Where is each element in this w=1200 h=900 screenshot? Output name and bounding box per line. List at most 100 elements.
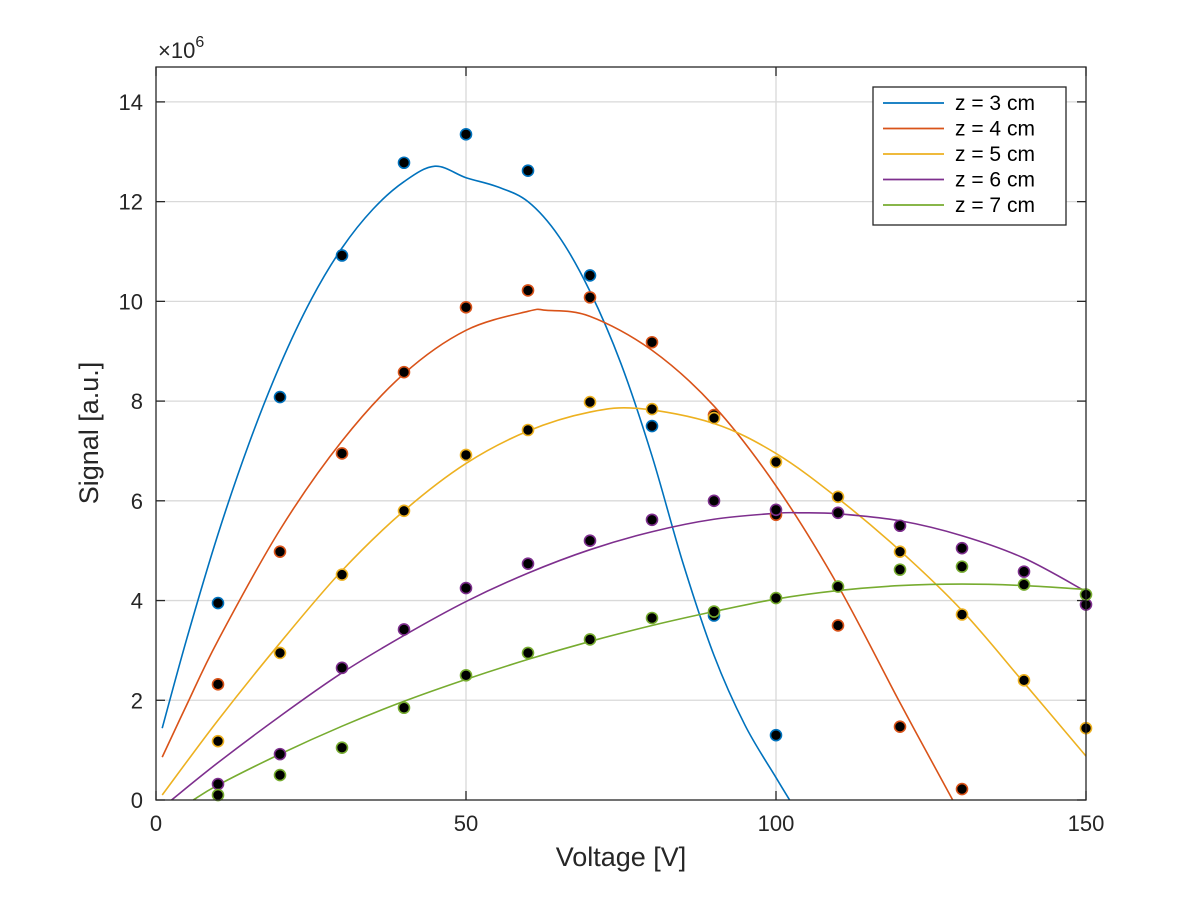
- legend-box: [872, 86, 1067, 226]
- series-1-points: [211, 128, 783, 742]
- x-tick-label: 0: [150, 811, 162, 836]
- data-point: [955, 541, 969, 555]
- data-point: [335, 447, 349, 460]
- legend-items: z = 3 cm z = 4 cmz = 5 cm z = 6 cmz = 7 cm: [883, 92, 1035, 217]
- y-axis-label: Signal [a.u.]: [74, 362, 104, 505]
- data-point: [273, 646, 287, 660]
- data-point: [769, 503, 783, 517]
- data-point: [521, 164, 535, 178]
- data-point: [397, 701, 411, 715]
- data-point: [831, 490, 845, 504]
- legend: z = 3 cm z = 4 cmz = 5 cm z = 6 cmz = 7 cm: [872, 86, 1067, 226]
- fit-line: [170, 511, 1087, 801]
- data-point: [645, 611, 659, 625]
- data-point: [273, 747, 287, 761]
- data-point: [335, 661, 349, 675]
- data-point: [583, 534, 597, 548]
- x-tick-label: 150: [1068, 811, 1105, 836]
- data-point: [397, 156, 411, 170]
- data-point: [459, 128, 473, 141]
- x-axis-label: Voltage [V]: [556, 842, 687, 872]
- data-point: [273, 390, 287, 404]
- data-point: [955, 782, 969, 796]
- data-point: [1017, 565, 1031, 578]
- series-4-points: [211, 494, 1093, 791]
- y-multiplier: ×106: [158, 34, 204, 63]
- data-point: [583, 633, 597, 646]
- data-point: [831, 506, 845, 520]
- data-point: [893, 720, 907, 734]
- data-point: [211, 596, 225, 610]
- data-point: [1017, 578, 1031, 591]
- y-tick-label: 2: [131, 688, 143, 713]
- ticks: [155, 67, 1087, 801]
- fit-line: [161, 308, 954, 801]
- data-point: [459, 669, 473, 682]
- tick-labels: 0 50 100 150 0 2 4 6 8 10 12 14: [119, 90, 1105, 836]
- data-point: [459, 581, 473, 595]
- legend-label: z = 3 cm: [955, 92, 1035, 115]
- y-tick-label: 8: [131, 389, 143, 414]
- data-point: [521, 284, 535, 297]
- series-3: [161, 406, 1087, 796]
- data-point: [1017, 674, 1031, 687]
- fit-line: [161, 406, 1087, 796]
- data-point: [211, 734, 225, 748]
- fit-line: [192, 583, 1087, 801]
- data-point: [397, 504, 411, 518]
- y-tick-label: 12: [119, 190, 143, 215]
- data-point: [831, 580, 845, 593]
- data-point: [645, 335, 659, 349]
- data-point: [335, 249, 349, 262]
- x-tick-label: 100: [758, 811, 795, 836]
- data-point: [583, 269, 597, 282]
- data-point: [521, 646, 535, 660]
- data-point: [459, 301, 473, 314]
- data-point: [583, 291, 597, 304]
- y-tick-label: 0: [131, 788, 143, 813]
- data-point: [459, 448, 473, 462]
- data-point: [273, 768, 287, 782]
- grid: [156, 67, 1086, 800]
- data-point: [893, 519, 907, 533]
- y-tick-label: 4: [131, 589, 143, 614]
- data-point: [335, 741, 349, 754]
- data-point: [583, 395, 597, 409]
- data-point: [521, 423, 535, 437]
- series-layer: [161, 128, 1093, 802]
- data-point: [211, 678, 225, 691]
- data-point: [769, 591, 783, 605]
- x-tick-label: 50: [454, 811, 478, 836]
- legend-label: z = 4 cm: [955, 118, 1035, 141]
- data-point: [707, 605, 721, 618]
- data-point: [397, 365, 411, 379]
- data-point: [273, 545, 287, 558]
- data-point: [893, 563, 907, 576]
- data-point: [769, 455, 783, 469]
- data-point: [645, 513, 659, 527]
- series-3-points: [211, 395, 1093, 748]
- data-point: [707, 411, 721, 425]
- data-point: [645, 419, 659, 433]
- y-tick-label: 14: [119, 90, 143, 115]
- data-point: [397, 623, 411, 636]
- y-tick-label: 10: [119, 289, 143, 314]
- data-point: [893, 545, 907, 558]
- legend-label: z = 5 cm: [955, 143, 1035, 166]
- series-2: [161, 308, 954, 801]
- data-point: [831, 619, 845, 632]
- data-point: [707, 494, 721, 508]
- series-5: [192, 583, 1087, 801]
- data-point: [645, 402, 659, 416]
- data-point: [335, 568, 349, 581]
- legend-label: z = 6 cm: [955, 169, 1035, 192]
- y-tick-label: 6: [131, 489, 143, 514]
- legend-label: z = 7 cm: [955, 194, 1035, 217]
- data-point: [955, 608, 969, 621]
- data-point: [211, 777, 225, 791]
- data-point: [769, 728, 783, 742]
- data-point: [211, 788, 225, 802]
- axes-box: [155, 66, 1087, 801]
- series-1: [161, 165, 791, 801]
